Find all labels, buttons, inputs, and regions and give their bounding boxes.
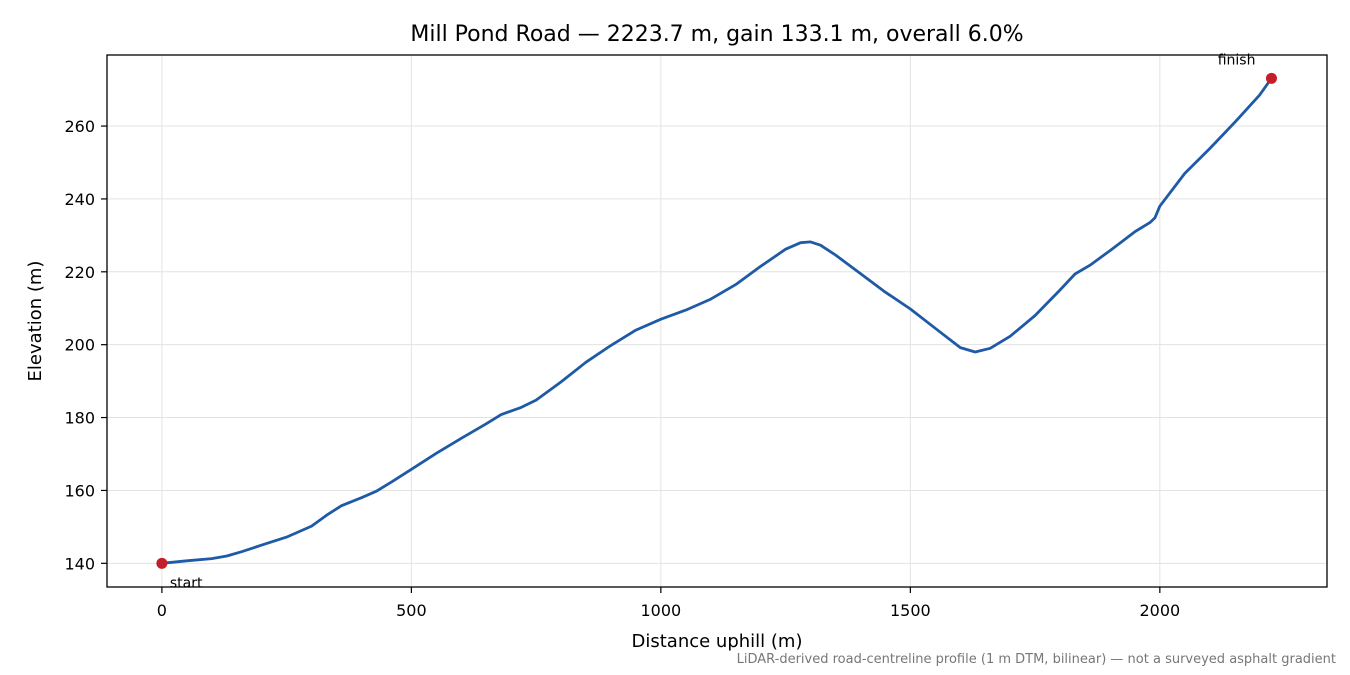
grid	[107, 55, 1327, 587]
y-tick-label: 260	[64, 117, 95, 136]
start-label: start	[170, 575, 203, 591]
footnote: LiDAR-derived road-centreline profile (1…	[736, 652, 1336, 667]
y-axis-ticks: 140 160 180 200 220 240 260	[64, 117, 107, 573]
y-tick-label: 240	[64, 190, 95, 209]
x-tick-label: 1500	[890, 601, 931, 620]
x-tick-label: 0	[157, 601, 167, 620]
x-axis-label: Distance uphill (m)	[632, 631, 803, 652]
y-tick-label: 180	[64, 409, 95, 428]
y-tick-label: 220	[64, 263, 95, 282]
x-tick-label: 500	[396, 601, 427, 620]
y-axis-label: Elevation (m)	[25, 261, 46, 382]
x-axis-ticks: 0 500 1000 1500 2000	[157, 587, 1180, 620]
finish-marker	[1265, 72, 1277, 84]
x-tick-label: 1000	[641, 601, 682, 620]
y-tick-label: 200	[64, 336, 95, 355]
plot-frame	[106, 54, 1328, 588]
y-tick-label: 140	[64, 554, 95, 573]
elevation-profile-line	[160, 76, 1273, 565]
y-tick-label: 160	[64, 481, 95, 500]
endpoint-markers: start finish	[156, 52, 1277, 591]
chart-title: Mill Pond Road — 2223.7 m, gain 133.1 m,…	[410, 22, 1023, 47]
x-tick-label: 2000	[1139, 601, 1180, 620]
start-marker	[156, 557, 168, 569]
finish-label: finish	[1218, 52, 1256, 68]
